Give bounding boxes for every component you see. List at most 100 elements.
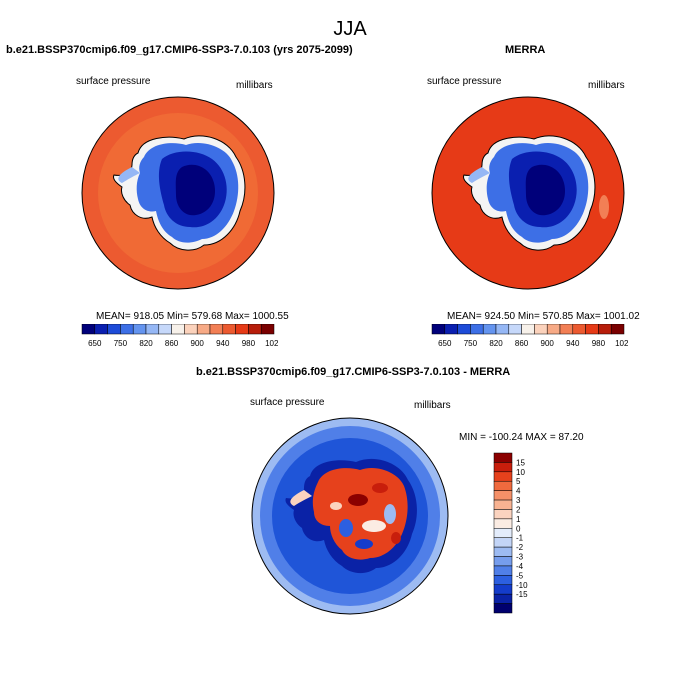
colorbar-cell [610,324,625,335]
colorbar-tick-label: 820 [489,339,503,348]
colorbar-cell [482,324,497,335]
diff-colorbar-cell [493,546,513,557]
diff-colorbar-tick-label: 4 [516,487,521,496]
panel2-map-border [431,96,625,290]
diff-colorbar-tick-label: 1 [516,515,521,524]
colorbar-cell [260,324,275,335]
diff-panel-stats: MIN = -100.24 MAX = 87.20 [459,432,584,443]
panel1-stats: MEAN= 918.05 Min= 579.68 Max= 1000.55 [96,311,289,322]
diff-colorbar-cell [493,603,513,614]
colorbar-tick-label: 650 [438,339,452,348]
diff-colorbar-tick-label: -1 [516,534,524,543]
colorbar-cell [559,324,574,335]
panel1-units: millibars [236,80,273,91]
colorbar-tick-label: 940 [216,339,230,348]
diff-colorbar-cell [493,593,513,604]
panel1-ice-sheet-core [175,164,216,216]
colorbar-cell [508,324,522,335]
colorbar-tick-label: 940 [566,339,580,348]
colorbar-cell [534,324,548,335]
colorbar-cell [248,324,262,335]
colorbar-tick-label: 900 [191,339,205,348]
diff-colorbar-tick-label: -2 [516,543,524,552]
colorbar-tick-label: 860 [165,339,179,348]
diff-colorbar-tick-label: 0 [516,524,521,533]
diff-colorbar-cell [493,452,513,463]
panel1-polar-map [81,96,275,290]
diff-colorbar-cell [493,471,513,482]
diff-colorbar-tick-label: -5 [516,571,524,580]
diff-polar-map [251,417,449,615]
diff-colorbar-tick-label: -4 [516,562,524,571]
colorbar-cell [222,324,236,335]
colorbar-tick-label: 860 [515,339,529,348]
diff-colorbar-cell [493,480,513,491]
colorbar-cell [184,324,198,335]
colorbar-cell [209,324,224,335]
colorbar-cell [546,324,561,335]
colorbar-cell [470,324,484,335]
colorbar-tick-label: 1020 [615,339,628,348]
colorbar-cell [598,324,612,335]
colorbar-tick-label: 980 [242,339,256,348]
colorbar-cell [235,324,249,335]
colorbar-cell [132,324,147,335]
colorbar-cell [585,324,599,335]
diff-colorbar-cell [493,565,513,576]
panel2-colorbar: 650 750 820 860 900 940 980 1020 [431,324,628,348]
diff-colorbar-cell [493,556,513,567]
panel2-stats: MEAN= 924.50 Min= 570.85 Max= 1001.02 [447,311,640,322]
diff-colorbar-cell [493,537,513,548]
colorbar-cell [495,324,510,335]
diff-panel-title: b.e21.BSSP370cmip6.f09_g17.CMIP6-SSP3-7.… [196,366,511,378]
diff-colorbar-cell [493,518,513,529]
diff-colorbar-cell [493,528,513,538]
diff-colorbar-tick-label: 10 [516,468,525,477]
panel2-variable: surface pressure [427,76,502,87]
panel2-units: millibars [588,80,625,91]
diff-ice-sheet-speckle [330,483,401,549]
diff-colorbar-cell [493,490,513,501]
colorbar-tick-label: 750 [464,339,478,348]
diff-colorbar-tick-label: 3 [516,496,521,505]
diff-colorbar-tick-label: -15 [516,590,528,599]
panel1-colorbar: 650 750 820 860 900 940 980 1020 [81,324,278,348]
diff-colorbar-cell [493,499,513,510]
panel2-ocean-anomaly [599,195,609,219]
diff-colorbar-tick-label: 15 [516,458,525,467]
diff-colorbar-tick-label: -10 [516,581,528,590]
colorbar-tick-label: 820 [139,339,153,348]
colorbar-cell [196,324,211,335]
colorbar-cell [457,324,471,335]
diff-colorbar-cell [493,575,513,586]
colorbar-tick-label: 900 [541,339,555,348]
colorbar-tick-label: 650 [88,339,102,348]
diff-colorbar-tick-label: 5 [516,477,521,486]
colorbar-cell [81,324,96,335]
colorbar-cell [120,324,134,335]
diff-colorbar-cell [493,509,513,520]
diff-colorbar-cell [493,462,513,473]
colorbar-tick-label: 1020 [265,339,278,348]
colorbar-cell [444,324,458,335]
panel2-ice-sheet-core [525,164,566,216]
diff-colorbar-tick-label: -3 [516,553,524,562]
diff-colorbar-tick-label: 2 [516,505,521,514]
panel2-polar-map [431,96,625,290]
colorbar-cell [158,324,172,335]
diff-panel-units: millibars [414,400,451,411]
panel2-peninsula [468,167,490,183]
colorbar-tick-label: 750 [114,339,128,348]
panel1-map-border [81,96,275,290]
diff-panel-variable: surface pressure [250,397,325,408]
diff-peninsula [290,490,312,506]
colorbar-cell [171,324,185,335]
colorbar-tick-label: 980 [592,339,606,348]
panel1-title: b.e21.BSSP370cmip6.f09_g17.CMIP6-SSP3-7.… [6,44,353,56]
diff-map-border [251,417,449,615]
colorbar-cell [145,324,160,335]
panel2-title: MERRA [505,44,546,56]
colorbar-cell [107,324,121,335]
diff-colorbar-cell [493,584,513,595]
